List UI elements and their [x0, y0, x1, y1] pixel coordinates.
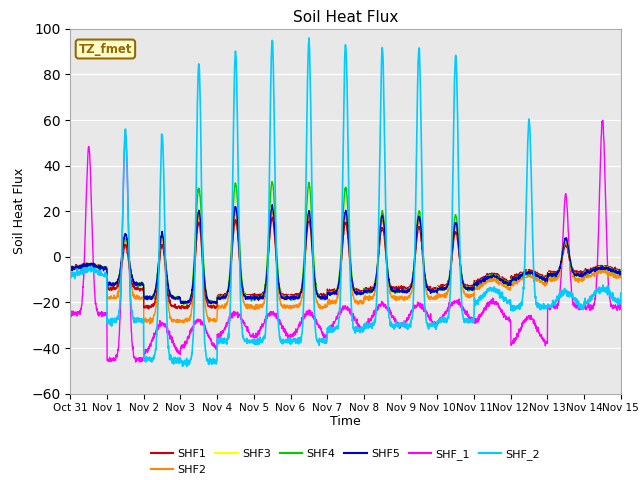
SHF5	[220, 295, 228, 301]
Legend: SHF1, SHF2, SHF3, SHF4, SHF5, SHF_1, SHF_2: SHF1, SHF2, SHF3, SHF4, SHF5, SHF_1, SHF…	[147, 445, 545, 479]
SHF5	[569, 267, 577, 273]
SHF4	[362, 288, 370, 294]
SHF2	[584, 275, 592, 280]
SHF5	[584, 270, 592, 276]
SHF1	[67, 265, 74, 271]
SHF1	[584, 268, 592, 274]
Line: SHF3: SHF3	[70, 181, 621, 305]
SHF4	[220, 295, 228, 300]
SHF5	[374, 257, 381, 263]
SHF5	[67, 265, 74, 271]
SHF1	[506, 279, 514, 285]
SHF_2	[67, 271, 74, 276]
SHF2	[220, 305, 228, 311]
SHF5	[506, 281, 514, 287]
Line: SHF4: SHF4	[70, 182, 621, 305]
Text: TZ_fmet: TZ_fmet	[79, 43, 132, 56]
SHF2	[569, 274, 577, 280]
SHF1	[269, 214, 276, 220]
SHF_1	[132, 359, 140, 365]
SHF4	[374, 255, 381, 261]
SHF_1	[362, 322, 369, 328]
SHF_1	[67, 312, 74, 318]
SHF3	[362, 288, 370, 293]
SHF5	[617, 269, 625, 275]
SHF_2	[305, 35, 313, 41]
SHF5	[362, 290, 370, 296]
Line: SHF_2: SHF_2	[70, 38, 621, 366]
SHF1	[220, 292, 228, 298]
SHF_2	[584, 300, 592, 305]
SHF3	[584, 270, 592, 276]
SHF1	[374, 261, 381, 267]
SHF2	[231, 208, 239, 214]
SHF_2	[179, 363, 186, 369]
Line: SHF_1: SHF_1	[70, 120, 621, 362]
SHF_2	[362, 325, 370, 331]
Y-axis label: Soil Heat Flux: Soil Heat Flux	[13, 168, 26, 254]
SHF3	[208, 302, 216, 308]
SHF4	[617, 268, 625, 274]
SHF2	[374, 262, 381, 268]
SHF3	[617, 270, 625, 276]
SHF5	[268, 202, 276, 207]
SHF3	[268, 178, 276, 184]
Line: SHF5: SHF5	[70, 204, 621, 304]
SHF_1	[220, 327, 228, 333]
SHF1	[362, 285, 370, 291]
SHF2	[506, 288, 514, 293]
SHF3	[506, 280, 514, 286]
Line: SHF2: SHF2	[70, 211, 621, 324]
SHF4	[569, 268, 577, 274]
SHF4	[584, 270, 592, 276]
SHF3	[67, 264, 74, 270]
SHF_1	[617, 302, 625, 308]
SHF3	[220, 295, 228, 300]
SHF3	[374, 253, 381, 259]
SHF5	[207, 301, 214, 307]
Line: SHF1: SHF1	[70, 217, 621, 309]
SHF_2	[506, 301, 514, 307]
SHF_1	[506, 319, 513, 324]
Title: Soil Heat Flux: Soil Heat Flux	[293, 10, 398, 25]
SHF2	[617, 272, 625, 278]
SHF4	[67, 266, 74, 272]
SHF1	[145, 306, 152, 312]
SHF_2	[374, 260, 381, 265]
SHF_2	[617, 290, 625, 296]
SHF3	[569, 267, 577, 273]
SHF2	[67, 265, 74, 271]
SHF2	[146, 321, 154, 327]
SHF_1	[568, 295, 576, 301]
SHF_1	[584, 302, 591, 308]
SHF_2	[569, 291, 577, 297]
SHF1	[569, 265, 577, 271]
SHF4	[506, 282, 514, 288]
SHF4	[183, 302, 191, 308]
SHF4	[268, 179, 276, 185]
SHF_1	[374, 305, 381, 311]
SHF2	[362, 295, 370, 301]
SHF_1	[599, 118, 607, 123]
X-axis label: Time: Time	[330, 415, 361, 428]
SHF1	[617, 268, 625, 274]
SHF_2	[220, 337, 228, 343]
